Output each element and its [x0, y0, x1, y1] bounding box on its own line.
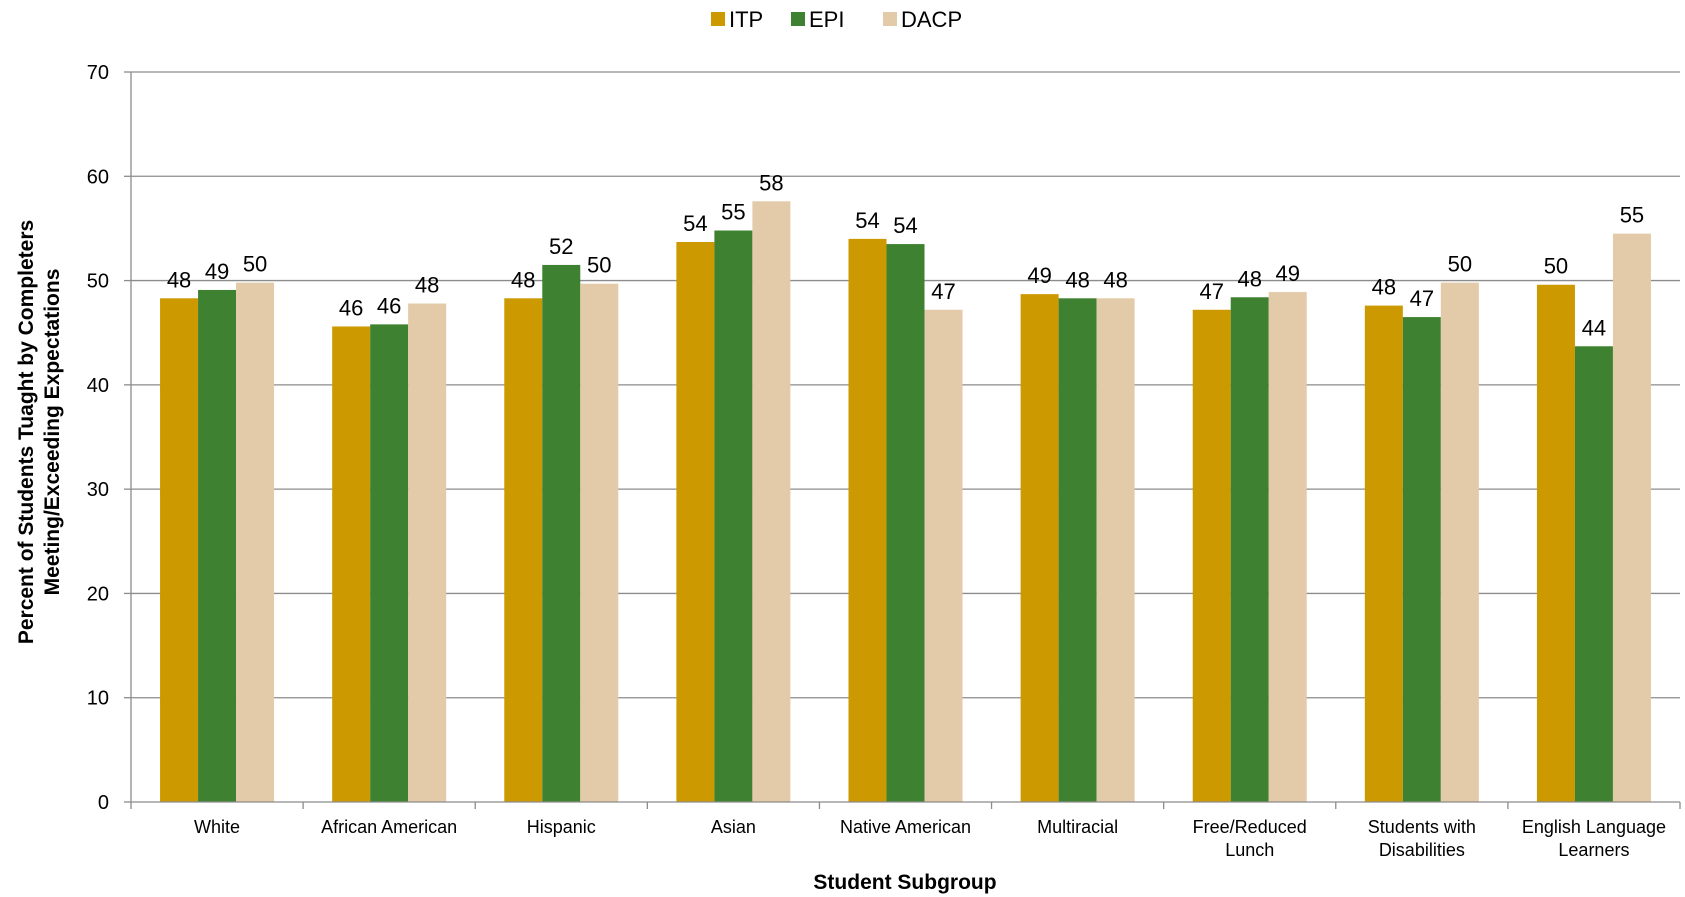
bar-itp — [1364, 305, 1403, 802]
bar-epi — [714, 230, 753, 802]
bar-itp — [1192, 309, 1231, 802]
bar-dacp — [408, 303, 447, 802]
data-label: 54 — [893, 213, 917, 238]
legend: ITP EPI DACP — [711, 7, 962, 32]
bar-dacp — [1096, 298, 1135, 802]
bar-dacp — [236, 282, 275, 803]
data-label: 48 — [1237, 266, 1261, 291]
bar-dacp — [752, 201, 791, 803]
x-category-label: Lunch — [1225, 840, 1274, 860]
data-label: 50 — [1448, 252, 1472, 277]
bar-dacp — [580, 283, 619, 802]
y-tick-label: 0 — [98, 792, 109, 814]
bar-epi — [1230, 297, 1269, 802]
data-label: 58 — [759, 170, 783, 195]
data-labels: 48 49 50 46 46 48 48 52 50 54 55 58 54 54 47 49 48 48 47 48… — [167, 170, 1644, 340]
x-category-label: White — [194, 817, 240, 837]
data-label: 54 — [855, 208, 879, 233]
y-tick-label: 30 — [87, 479, 109, 501]
y-tick-label: 60 — [87, 166, 109, 188]
data-label: 48 — [1103, 267, 1127, 292]
y-tick-label: 20 — [87, 583, 109, 605]
legend-label-itp: ITP — [729, 7, 763, 32]
y-tick-label: 50 — [87, 271, 109, 293]
data-label: 50 — [587, 253, 611, 278]
x-axis-title: Student Subgroup — [813, 871, 996, 894]
bar-itp — [676, 241, 715, 802]
x-category-label: Students with — [1368, 817, 1476, 837]
data-label: 46 — [377, 293, 401, 318]
data-label: 48 — [1372, 275, 1396, 300]
data-label: 55 — [1620, 203, 1644, 228]
data-label: 47 — [1410, 286, 1434, 311]
data-label: 50 — [1544, 254, 1568, 279]
bar-epi — [542, 264, 581, 802]
bar-epi — [1402, 317, 1441, 802]
data-label: 46 — [339, 295, 363, 320]
x-category-label: Hispanic — [527, 817, 596, 837]
data-label: 48 — [415, 273, 439, 298]
data-label: 50 — [243, 252, 267, 277]
y-axis-title-line: Meeting/Exceeding Expectations — [41, 269, 64, 596]
y-tick-label: 10 — [87, 688, 109, 710]
bar-epi — [1574, 346, 1613, 802]
bar-epi — [370, 324, 409, 802]
legend-swatch-dacp — [883, 12, 897, 26]
y-axis-title: Percent of Students Tuaght by Completers… — [15, 220, 64, 644]
x-category-label: English Language — [1522, 817, 1666, 837]
data-label: 48 — [511, 267, 535, 292]
x-category-label: Native American — [840, 817, 971, 837]
bar-itp — [160, 298, 199, 802]
data-label: 49 — [205, 259, 229, 284]
bar-itp — [332, 326, 371, 802]
data-label: 55 — [721, 200, 745, 225]
data-label: 48 — [167, 267, 191, 292]
bar-itp — [848, 238, 887, 802]
bar-dacp — [1440, 282, 1479, 803]
data-label: 47 — [931, 279, 955, 304]
bar-epi — [198, 289, 237, 802]
bar-itp — [1536, 284, 1575, 802]
data-label: 54 — [683, 211, 707, 236]
x-category-label: Free/Reduced — [1193, 817, 1307, 837]
data-label: 48 — [1065, 267, 1089, 292]
bar-epi — [886, 244, 925, 803]
bar-itp — [504, 298, 543, 802]
data-label: 52 — [549, 234, 573, 259]
x-category-label: Disabilities — [1379, 840, 1465, 860]
x-category-label: Multiracial — [1037, 817, 1118, 837]
legend-label-dacp: DACP — [901, 7, 962, 32]
y-tick-label: 70 — [87, 62, 109, 84]
y-axis-title-line: Percent of Students Tuaght by Completers — [15, 220, 38, 644]
x-category-label: Asian — [711, 817, 756, 837]
data-label: 47 — [1199, 279, 1223, 304]
y-tick-label: 40 — [87, 375, 109, 397]
bar-itp — [1020, 294, 1059, 802]
x-category-label: African American — [321, 817, 457, 837]
bars — [160, 201, 1651, 803]
x-category-label: Learners — [1558, 840, 1629, 860]
bar-epi — [1058, 298, 1097, 802]
legend-swatch-itp — [711, 12, 725, 26]
data-label: 49 — [1027, 263, 1051, 288]
bar-dacp — [924, 309, 963, 802]
axes — [124, 71, 1681, 809]
legend-label-epi: EPI — [809, 7, 844, 32]
bar-dacp — [1612, 233, 1651, 803]
data-label: 49 — [1275, 261, 1299, 286]
x-category-labels: White African American Hispanic Asian Native… — [194, 817, 1666, 860]
y-tick-labels: 0 10 20 30 40 50 60 70 — [87, 62, 109, 814]
data-label: 44 — [1582, 315, 1606, 340]
legend-swatch-epi — [791, 12, 805, 26]
bar-dacp — [1268, 292, 1307, 802]
